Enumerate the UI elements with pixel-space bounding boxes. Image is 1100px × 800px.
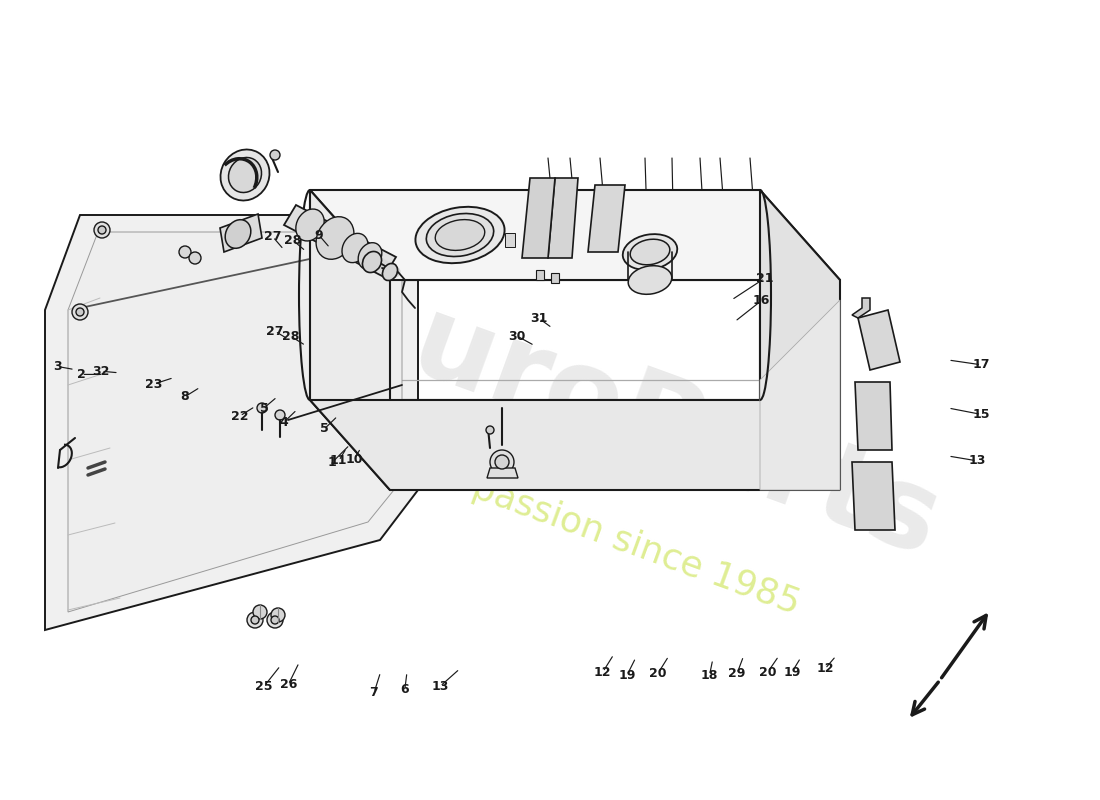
Text: 32: 32 (92, 365, 110, 378)
Text: 4: 4 (279, 416, 288, 429)
Circle shape (271, 616, 279, 624)
Text: 3: 3 (53, 360, 62, 373)
Polygon shape (505, 233, 515, 247)
Text: 6: 6 (400, 683, 409, 696)
Ellipse shape (630, 239, 670, 265)
Ellipse shape (226, 220, 251, 248)
Circle shape (275, 410, 285, 420)
Text: euroParts: euroParts (326, 260, 955, 580)
Text: 1: 1 (328, 456, 337, 469)
Text: 21: 21 (756, 272, 773, 285)
Polygon shape (220, 214, 262, 252)
Ellipse shape (229, 158, 262, 193)
Ellipse shape (316, 217, 354, 259)
Text: 28: 28 (282, 330, 299, 342)
Ellipse shape (427, 214, 494, 257)
Ellipse shape (342, 234, 369, 262)
Text: 10: 10 (345, 453, 363, 466)
Polygon shape (536, 270, 544, 280)
Polygon shape (760, 190, 840, 490)
Ellipse shape (436, 220, 485, 250)
Ellipse shape (383, 263, 397, 281)
Polygon shape (852, 462, 895, 530)
Ellipse shape (359, 242, 382, 270)
Polygon shape (858, 310, 900, 370)
Circle shape (253, 605, 267, 619)
Text: 12: 12 (816, 662, 834, 675)
Circle shape (267, 612, 283, 628)
Polygon shape (588, 185, 625, 252)
Ellipse shape (628, 266, 672, 294)
Polygon shape (525, 238, 535, 252)
Text: 29: 29 (728, 667, 746, 680)
Ellipse shape (363, 251, 382, 273)
Circle shape (248, 612, 263, 628)
Polygon shape (855, 382, 892, 450)
Polygon shape (310, 190, 840, 280)
Text: 7: 7 (370, 686, 378, 699)
Circle shape (257, 403, 267, 413)
Polygon shape (551, 273, 559, 283)
Text: 25: 25 (255, 680, 273, 693)
Text: 26: 26 (279, 678, 297, 691)
Text: 18: 18 (701, 669, 718, 682)
Text: 2: 2 (77, 368, 86, 381)
Polygon shape (548, 178, 578, 258)
Circle shape (271, 608, 285, 622)
Circle shape (179, 246, 191, 258)
Text: 8: 8 (180, 390, 189, 403)
Polygon shape (852, 298, 870, 318)
Circle shape (72, 304, 88, 320)
Text: 31: 31 (530, 312, 548, 325)
Polygon shape (760, 300, 840, 490)
Text: a passion since 1985: a passion since 1985 (436, 459, 804, 621)
Circle shape (94, 222, 110, 238)
Text: 5: 5 (260, 402, 268, 414)
Text: 30: 30 (508, 330, 526, 342)
Polygon shape (487, 468, 518, 478)
Text: 9: 9 (315, 229, 323, 242)
Polygon shape (284, 205, 396, 277)
Polygon shape (540, 241, 550, 255)
Circle shape (251, 616, 258, 624)
Text: 27: 27 (264, 230, 282, 243)
Circle shape (495, 455, 509, 469)
Text: 5: 5 (320, 422, 329, 435)
Polygon shape (522, 178, 556, 258)
Polygon shape (68, 232, 402, 612)
Text: 13: 13 (431, 680, 449, 693)
Circle shape (76, 308, 84, 316)
Ellipse shape (220, 150, 270, 201)
Text: 13: 13 (968, 454, 986, 467)
Text: 15: 15 (972, 408, 990, 421)
Ellipse shape (416, 207, 505, 263)
Text: 17: 17 (972, 358, 990, 371)
Circle shape (270, 150, 280, 160)
Ellipse shape (623, 234, 678, 270)
Circle shape (189, 252, 201, 264)
Text: 27: 27 (266, 325, 284, 338)
Text: 19: 19 (618, 669, 636, 682)
Text: 23: 23 (145, 378, 163, 390)
Text: 16: 16 (752, 294, 770, 307)
Text: 20: 20 (759, 666, 777, 678)
Text: 22: 22 (231, 410, 249, 422)
Circle shape (486, 426, 494, 434)
Polygon shape (310, 400, 840, 490)
Text: 20: 20 (649, 667, 667, 680)
Circle shape (490, 450, 514, 474)
Text: 12: 12 (594, 666, 612, 678)
Ellipse shape (296, 209, 324, 241)
Text: 28: 28 (284, 234, 301, 246)
Circle shape (98, 226, 106, 234)
Polygon shape (45, 215, 418, 630)
Polygon shape (310, 190, 390, 490)
Text: 19: 19 (783, 666, 801, 678)
Text: 11: 11 (330, 454, 348, 467)
